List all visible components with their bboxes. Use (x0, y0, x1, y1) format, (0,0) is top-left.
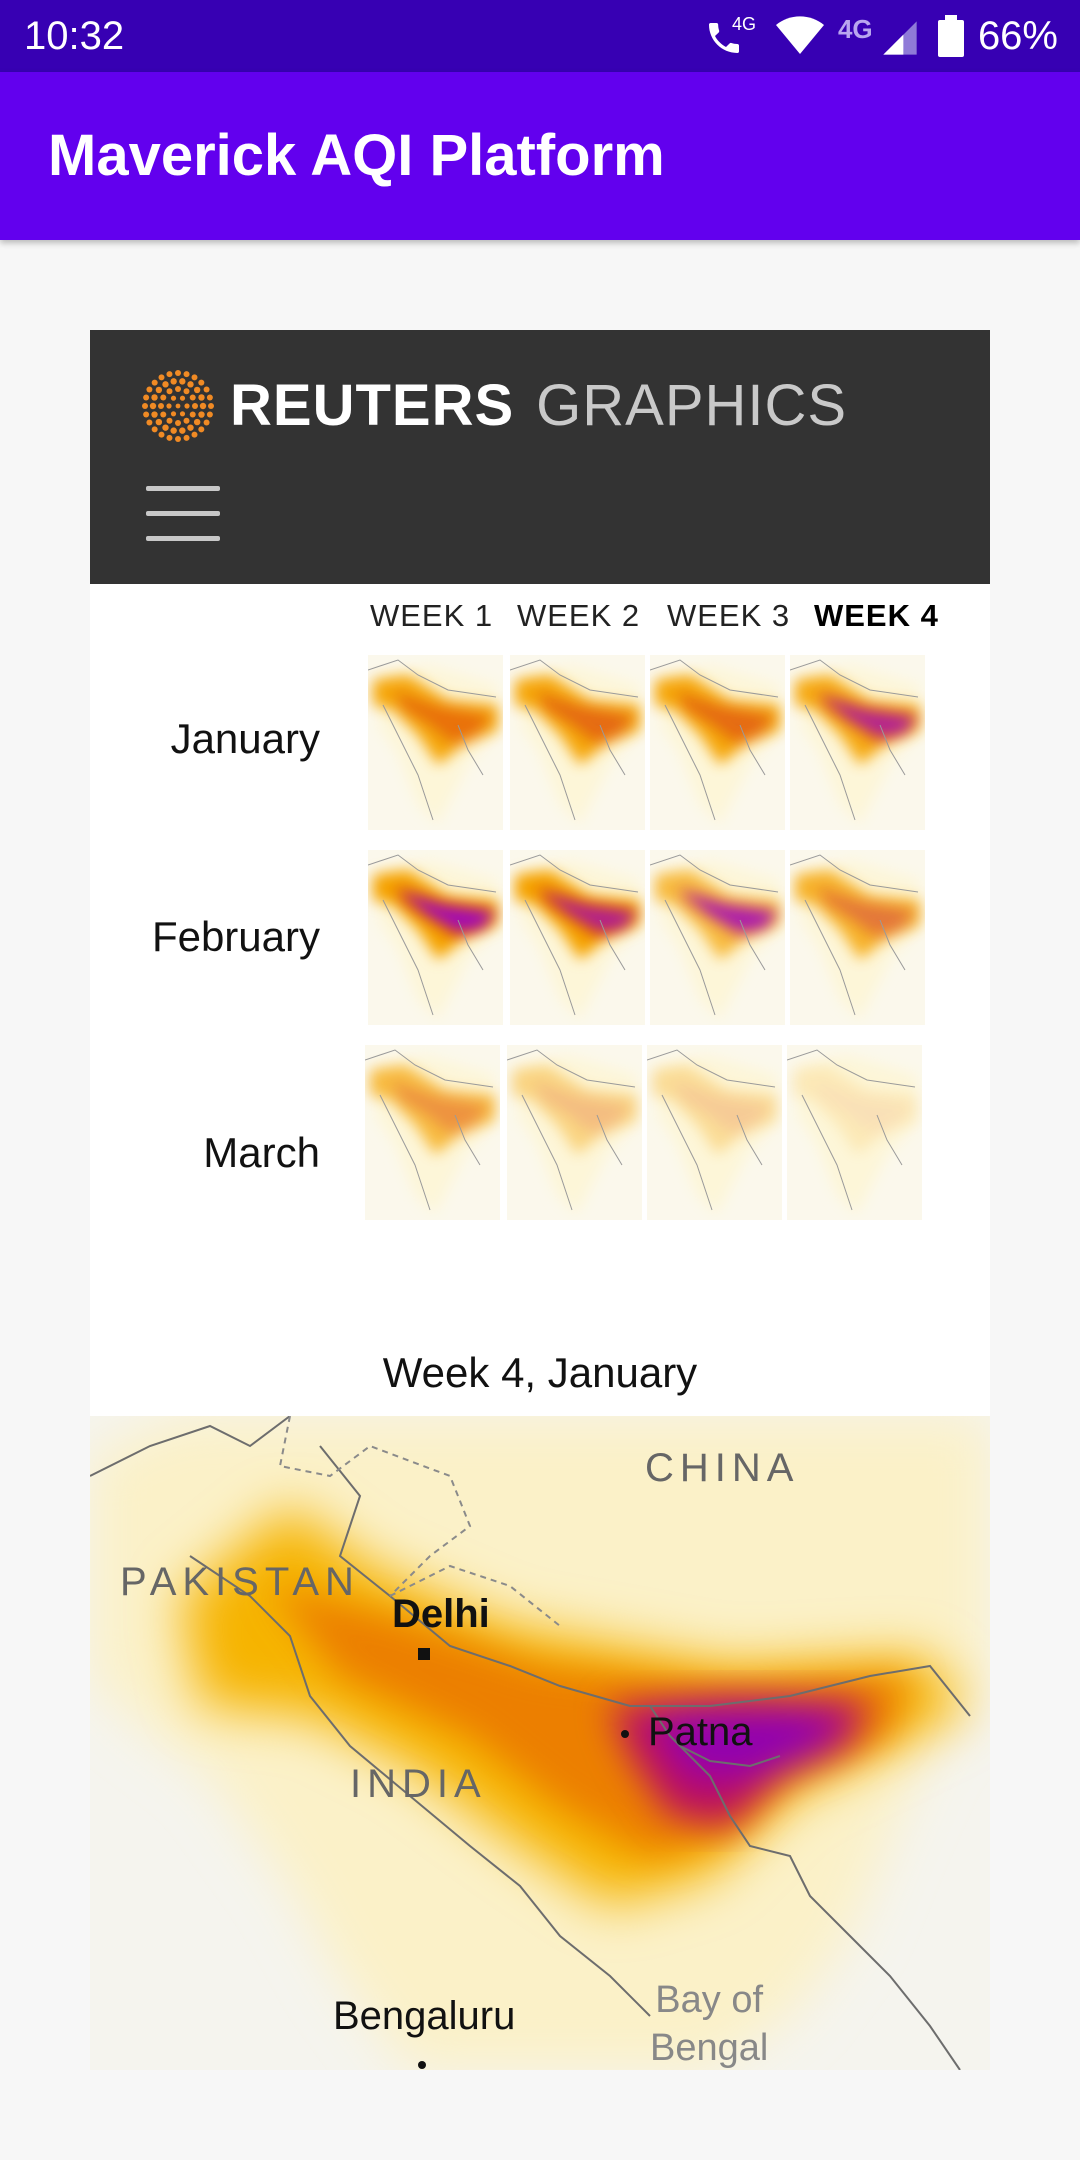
month-label-january: January (170, 715, 320, 762)
reuters-brand: REUTERS (230, 373, 515, 438)
network-type-label: 4G (731, 14, 756, 34)
status-icons: 4G 4G 66% (704, 10, 1058, 62)
thumbnail-february-week-3[interactable] (650, 850, 785, 1025)
thumbnail-march-week-3[interactable] (647, 1045, 782, 1220)
thumbnail-february-week-1[interactable] (368, 850, 503, 1025)
hamburger-menu-icon[interactable] (146, 486, 220, 542)
thumbnail-january-week-1[interactable] (368, 655, 503, 830)
patna-marker (621, 1730, 629, 1738)
reuters-section: GRAPHICS (536, 373, 848, 438)
week-header-2: WEEK 2 (517, 598, 641, 633)
bengaluru-label: Bengaluru (333, 1994, 516, 2038)
thumbnail-january-week-3[interactable] (650, 655, 785, 830)
bay-label-line2: Bengal (650, 2027, 769, 2069)
week-header-4: WEEK 4 (814, 598, 939, 633)
week-header-3: WEEK 3 (667, 598, 791, 633)
bay-of-bengal-label: Bay of Bengal (650, 1976, 768, 2070)
week-header-1: WEEK 1 (370, 598, 494, 633)
thumbnail-march-week-2[interactable] (507, 1045, 642, 1220)
delhi-marker (418, 1648, 430, 1660)
delhi-label: Delhi (392, 1592, 490, 1636)
battery-icon (937, 15, 964, 57)
webview-content: REUTERS GRAPHICS WEEK 1 WEEK 2 WEEK 3 WEE… (90, 330, 990, 2070)
status-bar: 10:32 4G 4G 66% (0, 0, 1080, 72)
status-time: 10:32 (24, 14, 125, 58)
battery-percentage: 66% (977, 14, 1058, 58)
pakistan-label: PAKISTAN (120, 1560, 360, 1604)
thumbnail-march-week-1[interactable] (365, 1045, 500, 1220)
mobile-type-label: 4G (837, 14, 873, 44)
thumbnail-february-week-4[interactable] (790, 850, 925, 1025)
app-title: Maverick AQI Platform (48, 123, 665, 188)
detail-caption: Week 4, January (382, 1349, 698, 1396)
thumbnail-january-week-2[interactable] (510, 655, 645, 830)
wifi-calling-icon: 4G (704, 14, 762, 58)
patna-label: Patna (648, 1710, 753, 1754)
china-label: CHINA (645, 1446, 800, 1490)
thumbnail-february-week-2[interactable] (510, 850, 645, 1025)
detail-map[interactable]: CHINA PAKISTAN INDIA Delhi Patna Bengalu… (90, 1416, 990, 2070)
bengaluru-marker (418, 2061, 426, 2069)
wifi-icon (775, 16, 824, 56)
bay-label-line1: Bay of (655, 1979, 764, 2021)
india-label: INDIA (350, 1762, 487, 1806)
app-bar: Maverick AQI Platform (0, 72, 1080, 240)
reuters-logo-icon (140, 368, 216, 449)
detail-map-graphic (90, 1416, 990, 2070)
signal-icon: 4G (838, 14, 924, 58)
thumbnail-january-week-4[interactable] (790, 655, 925, 830)
month-label-february: February (151, 913, 320, 960)
reuters-wordmark[interactable]: REUTERS GRAPHICS (230, 374, 847, 438)
month-label-march: March (203, 1129, 320, 1176)
thumbnail-march-week-4[interactable] (787, 1045, 922, 1220)
reuters-header: REUTERS GRAPHICS (90, 330, 990, 584)
